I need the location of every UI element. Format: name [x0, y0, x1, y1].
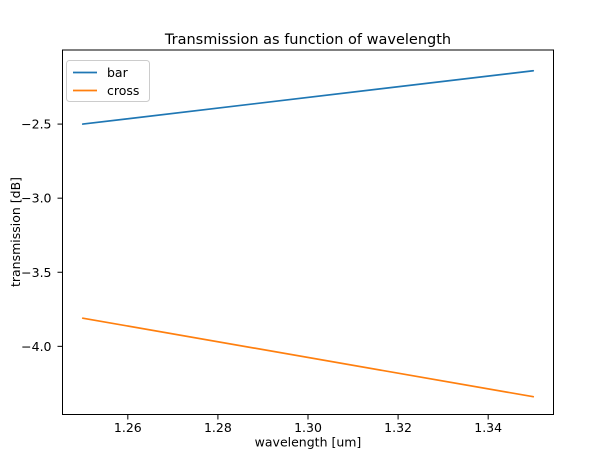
y-tick-label: −3.5 — [21, 265, 51, 280]
x-tick-label: 1.34 — [474, 420, 502, 435]
x-axis-ticks: 1.26 1.28 1.30 1.32 1.34 — [114, 414, 502, 435]
y-tick-label: −4.0 — [21, 339, 51, 354]
y-tick-label: −2.5 — [21, 117, 51, 132]
series-line-cross — [81, 317, 535, 398]
x-tick-label: 1.32 — [384, 420, 412, 435]
chart-title: Transmission as function of wavelength — [164, 32, 451, 48]
y-axis-ticks: −2.5 −3.0 −3.5 −4.0 — [21, 117, 63, 354]
x-tick-label: 1.26 — [114, 420, 142, 435]
axes-frame — [62, 49, 554, 415]
plot-border — [62, 49, 554, 415]
x-axis-label: wavelength [um] — [255, 435, 362, 450]
legend: bar cross — [66, 60, 150, 102]
x-tick-label: 1.30 — [294, 420, 322, 435]
legend-label-cross: cross — [107, 83, 139, 98]
y-axis-label: transmission [dB] — [8, 177, 23, 287]
x-tick-label: 1.28 — [204, 420, 232, 435]
series-line-bar — [81, 69, 535, 125]
data-series — [81, 69, 535, 398]
y-tick-label: −3.0 — [21, 191, 51, 206]
legend-label-bar: bar — [107, 65, 129, 80]
